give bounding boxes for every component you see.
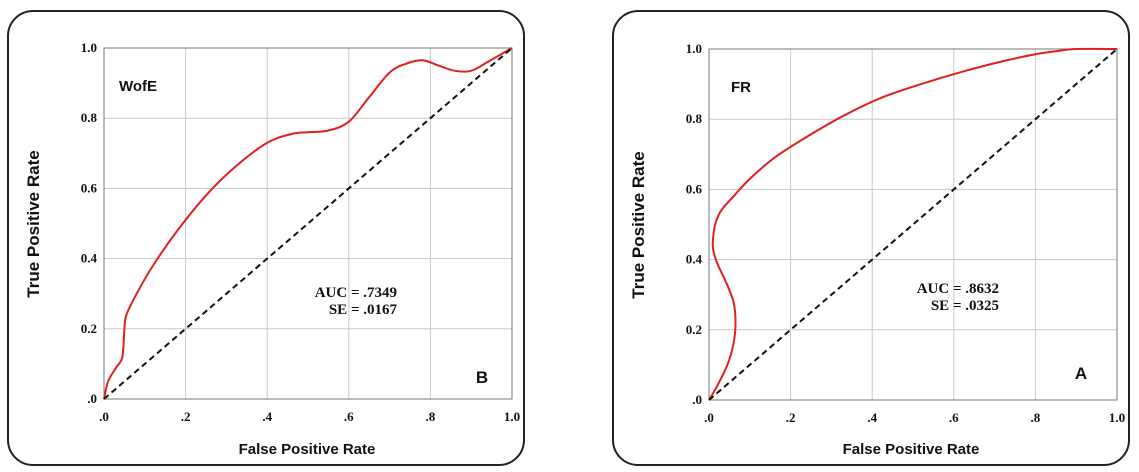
- y-tick-label: 1.0: [81, 40, 97, 55]
- y-tick-label: 0.6: [686, 181, 703, 196]
- x-tick-label: 1.0: [504, 409, 520, 424]
- model-label: FR: [731, 79, 751, 96]
- roc-curve-line: [103, 47, 513, 400]
- panel-letter-label: A: [1075, 364, 1087, 383]
- y-tick-label: .0: [87, 391, 97, 406]
- auc-value-label: AUC = .7349: [315, 285, 397, 301]
- reference-diagonal-line: [103, 47, 513, 400]
- plot-frame: [103, 47, 513, 400]
- y-tick-label: 0.8: [81, 110, 98, 125]
- plot-frame: [708, 48, 1118, 401]
- x-tick-label: 1.0: [1109, 410, 1125, 425]
- x-axis-label: False Positive Rate: [843, 441, 980, 458]
- se-value-label: SE = .0167: [329, 302, 398, 318]
- y-tick-label: 0.2: [686, 322, 702, 337]
- roc-panel-wofe: .0 .2 .4 .6 .8 1.0 .0 0.2 0.4 0.6 0.8 1.0 False Posi…: [7, 10, 525, 466]
- roc-chart-fr: .0 .2 .4 .6 .8 1.0 .0 0.2 0.4 0.6 0.8 1.0 False Posi…: [629, 41, 1125, 458]
- auc-value-label: AUC = .8632: [917, 281, 999, 297]
- roc-curve-line: [708, 47, 1118, 401]
- x-tick-label: .2: [786, 410, 796, 425]
- x-tick-label: .6: [949, 410, 959, 425]
- x-axis-label: False Positive Rate: [239, 441, 376, 458]
- panel-letter-label: B: [476, 368, 488, 387]
- y-tick-label: 0.4: [686, 252, 703, 267]
- reference-diagonal-line: [708, 48, 1118, 401]
- model-label: WofE: [119, 78, 157, 95]
- y-tick-label: 0.2: [81, 321, 97, 336]
- y-tick-label: 0.6: [81, 180, 98, 195]
- x-tick-label: .6: [344, 409, 354, 424]
- x-tick-label: .0: [99, 409, 109, 424]
- y-tick-label: .0: [692, 392, 702, 407]
- x-tick-label: .4: [867, 410, 877, 425]
- se-value-label: SE = .0325: [931, 298, 999, 314]
- y-axis-label: True Positive Rate: [629, 151, 648, 298]
- y-axis-label: True Positive Rate: [24, 150, 43, 297]
- roc-panel-fr: .0 .2 .4 .6 .8 1.0 .0 0.2 0.4 0.6 0.8 1.0 False Posi…: [612, 10, 1130, 466]
- y-tick-label: 0.8: [686, 111, 703, 126]
- x-tick-label: .2: [181, 409, 191, 424]
- y-tick-label: 0.4: [81, 251, 98, 266]
- roc-chart-wofe: .0 .2 .4 .6 .8 1.0 .0 0.2 0.4 0.6 0.8 1.0 False Posi…: [24, 40, 520, 458]
- y-tick-label: 1.0: [686, 41, 702, 56]
- x-tick-label: .0: [704, 410, 714, 425]
- x-tick-label: .8: [426, 409, 436, 424]
- x-tick-label: .8: [1031, 410, 1041, 425]
- x-tick-label: .4: [262, 409, 272, 424]
